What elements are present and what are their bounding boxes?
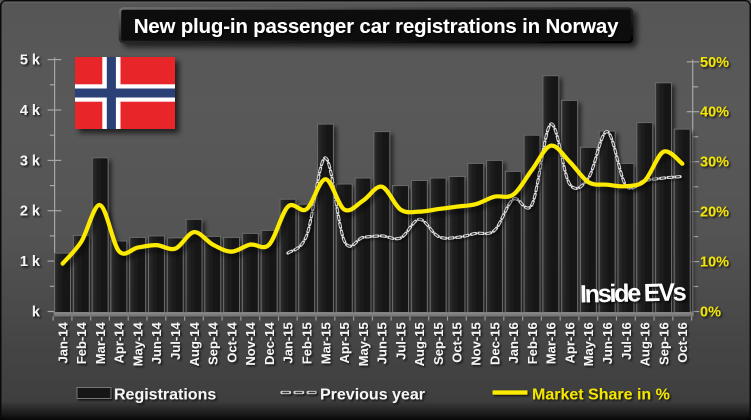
- svg-text:Jun-15: Jun-15: [375, 322, 390, 364]
- svg-text:May-16: May-16: [581, 322, 596, 366]
- svg-text:Jan-16: Jan-16: [506, 322, 521, 363]
- svg-text:Sep-16: Sep-16: [656, 322, 671, 365]
- svg-text:Jan-15: Jan-15: [281, 322, 296, 363]
- svg-text:40%: 40%: [700, 105, 729, 121]
- svg-text:May-15: May-15: [356, 322, 371, 366]
- svg-text:Nov-14: Nov-14: [243, 322, 258, 366]
- svg-text:Market Share in %: Market Share in %: [532, 387, 670, 404]
- svg-text:Oct-15: Oct-15: [450, 322, 465, 362]
- svg-text:Jul-15: Jul-15: [393, 322, 408, 360]
- svg-text:Aug-14: Aug-14: [187, 322, 202, 367]
- svg-text:0%: 0%: [700, 305, 721, 321]
- svg-text:Nov-15: Nov-15: [469, 322, 484, 365]
- svg-text:Inside EVs: Inside EVs: [580, 278, 686, 308]
- svg-text:Feb-16: Feb-16: [525, 322, 540, 364]
- svg-text:4 k: 4 k: [20, 103, 41, 119]
- svg-text:10%: 10%: [700, 255, 729, 271]
- svg-text:2 k: 2 k: [20, 204, 41, 220]
- svg-text:Apr-16: Apr-16: [562, 322, 577, 363]
- svg-text:Oct-14: Oct-14: [224, 322, 239, 363]
- svg-text:Jan-14: Jan-14: [55, 322, 70, 364]
- svg-text:Jun-16: Jun-16: [600, 322, 615, 364]
- svg-text:Apr-15: Apr-15: [337, 322, 352, 363]
- svg-text:Dec-14: Dec-14: [262, 322, 277, 365]
- svg-text:Mar-16: Mar-16: [544, 322, 559, 364]
- svg-text:Apr-14: Apr-14: [112, 322, 127, 364]
- svg-text:Mar-14: Mar-14: [93, 322, 108, 365]
- svg-text:May-14: May-14: [131, 322, 146, 367]
- svg-text:Oct-16: Oct-16: [675, 322, 690, 362]
- svg-text:30%: 30%: [700, 155, 729, 171]
- svg-text:Previous year: Previous year: [320, 387, 425, 404]
- svg-text:Jul-14: Jul-14: [168, 322, 183, 360]
- svg-text:Jul-16: Jul-16: [619, 322, 634, 360]
- svg-text:50%: 50%: [700, 55, 729, 71]
- svg-text:Feb-15: Feb-15: [300, 322, 315, 364]
- svg-text:Jun-14: Jun-14: [149, 322, 164, 365]
- svg-text:k: k: [32, 305, 41, 321]
- svg-text:3 k: 3 k: [20, 153, 41, 169]
- svg-text:Sep-15: Sep-15: [431, 322, 446, 365]
- svg-text:Feb-14: Feb-14: [74, 322, 89, 365]
- svg-text:Aug-16: Aug-16: [638, 322, 653, 366]
- svg-text:5 k: 5 k: [20, 53, 41, 69]
- svg-text:Mar-15: Mar-15: [318, 322, 333, 364]
- svg-text:20%: 20%: [700, 205, 729, 221]
- svg-text:1 k: 1 k: [20, 254, 41, 270]
- svg-text:Aug-15: Aug-15: [412, 322, 427, 366]
- svg-text:Dec-15: Dec-15: [487, 322, 502, 365]
- svg-text:New plug-in passenger car regi: New plug-in passenger car registrations …: [134, 15, 619, 38]
- svg-text:Sep-14: Sep-14: [206, 322, 221, 365]
- svg-text:Registrations: Registrations: [114, 387, 216, 404]
